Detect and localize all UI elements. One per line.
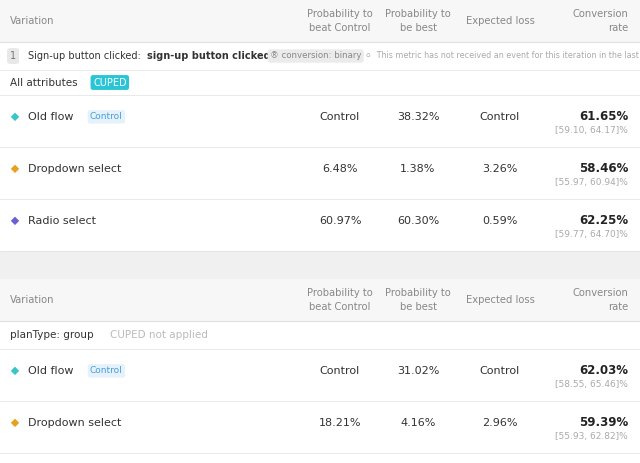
Polygon shape: [10, 216, 20, 226]
Text: 62.25%: 62.25%: [579, 214, 628, 227]
Text: 38.32%: 38.32%: [397, 112, 439, 122]
Text: Old flow: Old flow: [28, 366, 74, 376]
Text: Control: Control: [480, 112, 520, 122]
Text: Expected loss: Expected loss: [465, 16, 534, 26]
Text: 59.39%: 59.39%: [579, 416, 628, 429]
Text: Probability to
beat Control: Probability to beat Control: [307, 9, 373, 33]
Text: CUPED not applied: CUPED not applied: [110, 330, 208, 340]
Text: Probability to
be best: Probability to be best: [385, 9, 451, 33]
Text: Control: Control: [480, 366, 520, 376]
Text: Control: Control: [320, 366, 360, 376]
Text: Dropdown select: Dropdown select: [28, 164, 122, 174]
Text: Probability to
be best: Probability to be best: [385, 288, 451, 312]
Text: 1.38%: 1.38%: [400, 164, 436, 174]
Text: Variation: Variation: [10, 16, 54, 26]
Polygon shape: [10, 164, 20, 174]
Text: Dropdown select: Dropdown select: [28, 418, 122, 428]
Bar: [0, 0, 640, 251]
Text: 18.21%: 18.21%: [319, 418, 361, 428]
Text: CUPED: CUPED: [93, 77, 127, 88]
Polygon shape: [10, 418, 20, 428]
Bar: [0, 0, 640, 42]
Text: 58.46%: 58.46%: [579, 163, 628, 175]
Text: 3.26%: 3.26%: [483, 164, 518, 174]
Text: Sign-up button clicked:: Sign-up button clicked:: [28, 51, 141, 61]
Text: sign-up button clicked: sign-up button clicked: [147, 51, 271, 61]
Text: 4.16%: 4.16%: [400, 418, 436, 428]
Text: [55.97, 60.94]%: [55.97, 60.94]%: [555, 178, 628, 187]
Text: 0.59%: 0.59%: [483, 216, 518, 226]
Bar: [0, 279, 640, 463]
Text: 60.30%: 60.30%: [397, 216, 439, 226]
Text: [58.55, 65.46]%: [58.55, 65.46]%: [555, 380, 628, 389]
Text: All attributes: All attributes: [10, 77, 77, 88]
Polygon shape: [10, 112, 20, 122]
Text: [59.10, 64.17]%: [59.10, 64.17]%: [555, 126, 628, 135]
Bar: [0, 279, 640, 321]
Text: Control: Control: [90, 366, 123, 375]
Text: 31.02%: 31.02%: [397, 366, 439, 376]
Text: 1: 1: [10, 51, 16, 61]
Text: Control: Control: [90, 113, 123, 121]
Text: 60.97%: 60.97%: [319, 216, 361, 226]
Text: Conversion
rate: Conversion rate: [572, 288, 628, 312]
Text: [59.77, 64.70]%: [59.77, 64.70]%: [555, 230, 628, 239]
Text: Conversion
rate: Conversion rate: [572, 9, 628, 33]
Bar: [0, 251, 640, 279]
Text: Probability to
beat Control: Probability to beat Control: [307, 288, 373, 312]
Text: Variation: Variation: [10, 295, 54, 305]
Text: Old flow: Old flow: [28, 112, 74, 122]
Text: Radio select: Radio select: [28, 216, 96, 226]
Text: 2.96%: 2.96%: [483, 418, 518, 428]
Text: 6.48%: 6.48%: [323, 164, 358, 174]
Text: [55.93, 62.82]%: [55.93, 62.82]%: [556, 432, 628, 441]
Text: ® conversion: binary: ® conversion: binary: [270, 51, 362, 61]
Text: ⚪  This metric has not received an event for this iteration in the last 24 hours: ⚪ This metric has not received an event …: [365, 51, 640, 61]
Text: Control: Control: [320, 112, 360, 122]
Text: 61.65%: 61.65%: [579, 110, 628, 123]
Polygon shape: [10, 366, 20, 376]
Text: planType: group: planType: group: [10, 330, 93, 340]
Text: Expected loss: Expected loss: [465, 295, 534, 305]
Text: 62.03%: 62.03%: [579, 364, 628, 377]
